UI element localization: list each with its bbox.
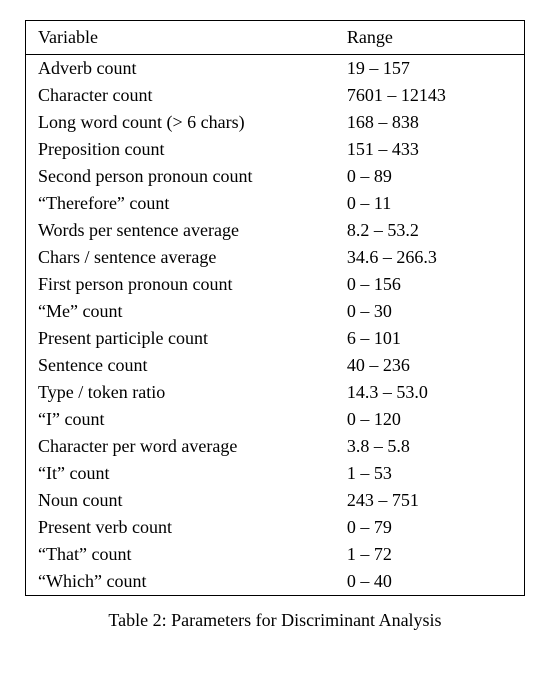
table-row: Adverb count19 – 157 (26, 55, 525, 83)
cell-range: 19 – 157 (335, 55, 525, 83)
cell-range: 0 – 30 (335, 298, 525, 325)
cell-variable: Noun count (26, 487, 335, 514)
table-row: Second person pronoun count0 – 89 (26, 163, 525, 190)
cell-variable: Type / token ratio (26, 379, 335, 406)
cell-variable: Character count (26, 82, 335, 109)
cell-variable: Sentence count (26, 352, 335, 379)
cell-range: 0 – 40 (335, 568, 525, 596)
cell-variable: Preposition count (26, 136, 335, 163)
cell-variable: “That” count (26, 541, 335, 568)
cell-range: 0 – 89 (335, 163, 525, 190)
table-row: Character count7601 – 12143 (26, 82, 525, 109)
cell-variable: Present participle count (26, 325, 335, 352)
table-row: “It” count1 – 53 (26, 460, 525, 487)
cell-variable: Words per sentence average (26, 217, 335, 244)
table-row: Present verb count0 – 79 (26, 514, 525, 541)
cell-variable: Chars / sentence average (26, 244, 335, 271)
cell-variable: Present verb count (26, 514, 335, 541)
cell-range: 0 – 120 (335, 406, 525, 433)
cell-variable: Long word count (> 6 chars) (26, 109, 335, 136)
table-row: Character per word average3.8 – 5.8 (26, 433, 525, 460)
cell-variable: First person pronoun count (26, 271, 335, 298)
table-row: “Me” count0 – 30 (26, 298, 525, 325)
table-row: Chars / sentence average34.6 – 266.3 (26, 244, 525, 271)
cell-variable: “Therefore” count (26, 190, 335, 217)
cell-range: 40 – 236 (335, 352, 525, 379)
table-row: First person pronoun count0 – 156 (26, 271, 525, 298)
cell-range: 0 – 79 (335, 514, 525, 541)
cell-variable: Second person pronoun count (26, 163, 335, 190)
cell-range: 0 – 156 (335, 271, 525, 298)
cell-range: 7601 – 12143 (335, 82, 525, 109)
cell-range: 0 – 11 (335, 190, 525, 217)
cell-variable: “Which” count (26, 568, 335, 596)
table-row: Type / token ratio14.3 – 53.0 (26, 379, 525, 406)
cell-range: 1 – 72 (335, 541, 525, 568)
cell-variable: “It” count (26, 460, 335, 487)
variables-table: Variable Range Adverb count19 – 157Chara… (25, 20, 525, 596)
table-header-row: Variable Range (26, 21, 525, 55)
cell-variable: “I” count (26, 406, 335, 433)
table-row: “I” count0 – 120 (26, 406, 525, 433)
cell-range: 1 – 53 (335, 460, 525, 487)
cell-range: 243 – 751 (335, 487, 525, 514)
table-row: “That” count1 – 72 (26, 541, 525, 568)
cell-variable: Adverb count (26, 55, 335, 83)
cell-range: 8.2 – 53.2 (335, 217, 525, 244)
cell-range: 6 – 101 (335, 325, 525, 352)
table-row: Present participle count6 – 101 (26, 325, 525, 352)
table-row: “Therefore” count0 – 11 (26, 190, 525, 217)
table-caption: Table 2: Parameters for Discriminant Ana… (20, 610, 530, 631)
cell-range: 14.3 – 53.0 (335, 379, 525, 406)
cell-variable: “Me” count (26, 298, 335, 325)
cell-range: 34.6 – 266.3 (335, 244, 525, 271)
header-variable: Variable (26, 21, 335, 55)
cell-variable: Character per word average (26, 433, 335, 460)
table-row: Sentence count40 – 236 (26, 352, 525, 379)
table-row: Preposition count151 – 433 (26, 136, 525, 163)
table-row: Long word count (> 6 chars)168 – 838 (26, 109, 525, 136)
header-range: Range (335, 21, 525, 55)
cell-range: 151 – 433 (335, 136, 525, 163)
cell-range: 3.8 – 5.8 (335, 433, 525, 460)
table-row: Noun count243 – 751 (26, 487, 525, 514)
cell-range: 168 – 838 (335, 109, 525, 136)
table-row: “Which” count0 – 40 (26, 568, 525, 596)
table-row: Words per sentence average8.2 – 53.2 (26, 217, 525, 244)
